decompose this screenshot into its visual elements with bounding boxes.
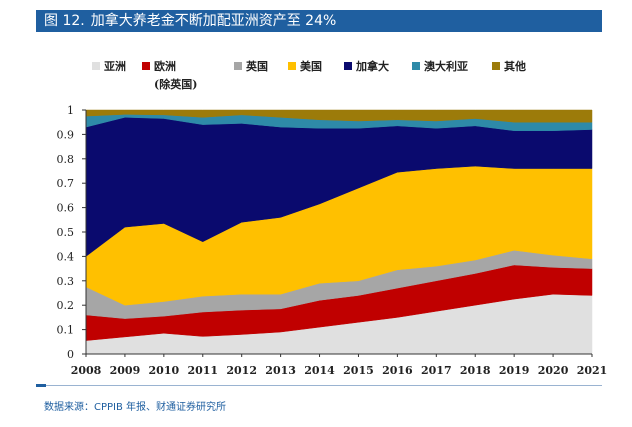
figure-title: 加拿大养老金不断加配亚洲资产至 24% (90, 13, 337, 29)
legend-item-canada: 加拿大 (344, 58, 389, 74)
y-tick-label: 1 (67, 104, 74, 117)
figure-number: 图 12. (44, 13, 85, 29)
legend-label-canada: 加拿大 (356, 60, 389, 73)
legend-swatch-australia (412, 62, 420, 70)
legend-swatch-us (288, 62, 296, 70)
legend-label-europe-sub: (除英国) (154, 78, 198, 91)
legend-swatch-uk (234, 62, 242, 70)
legend-swatch-canada (344, 62, 352, 70)
x-tick-label: 2013 (265, 364, 296, 377)
footer-accent (36, 384, 46, 387)
x-tick-label: 2015 (343, 364, 374, 377)
x-tick-label: 2017 (421, 364, 452, 377)
x-tick-label: 2011 (187, 364, 218, 377)
legend-label-uk: 英国 (246, 60, 268, 73)
footer-divider (36, 385, 602, 386)
y-tick-label: 0.6 (57, 202, 75, 215)
legend-swatch-asia (92, 62, 100, 70)
legend-item-other: 其他 (492, 58, 526, 74)
y-tick-label: 0.5 (57, 226, 75, 239)
x-tick-label: 2009 (110, 364, 141, 377)
y-tick-label: 0 (67, 348, 74, 361)
y-tick-label: 0.2 (57, 299, 75, 312)
x-tick-label: 2021 (577, 364, 608, 377)
legend-item-uk: 英国 (234, 58, 268, 74)
y-tick-label: 0.4 (57, 250, 75, 263)
x-tick-label: 2010 (149, 364, 180, 377)
legend-item-us: 美国 (288, 58, 322, 74)
legend-item-australia: 澳大利亚 (412, 58, 468, 74)
y-tick-label: 0.9 (57, 128, 75, 141)
legend-swatch-other (492, 62, 500, 70)
source-note: 数据来源：CPPIB 年报、财通证券研究所 (44, 402, 227, 413)
legend-label-us: 美国 (300, 60, 322, 73)
legend-item-europe: 欧洲 (除英国) (142, 58, 197, 92)
y-tick-label: 0.8 (57, 153, 75, 166)
y-tick-label: 0.7 (57, 177, 75, 190)
x-tick-label: 2019 (499, 364, 530, 377)
legend-label-asia: 亚洲 (104, 60, 126, 73)
x-tick-label: 2014 (304, 364, 335, 377)
x-tick-label: 2018 (460, 364, 491, 377)
figure-title-bar: 图 12. 加拿大养老金不断加配亚洲资产至 24% (36, 10, 602, 32)
legend-label-other: 其他 (504, 60, 526, 73)
x-tick-label: 2008 (71, 364, 102, 377)
legend-label-australia: 澳大利亚 (424, 60, 468, 73)
x-tick-label: 2020 (538, 364, 569, 377)
area-series-6 (85, 109, 593, 123)
y-tick-label: 0.3 (57, 275, 75, 288)
x-tick-label: 2012 (226, 364, 257, 377)
legend-item-asia: 亚洲 (92, 58, 126, 74)
legend-swatch-europe (142, 62, 150, 70)
legend-label-europe: 欧洲 (154, 60, 176, 73)
y-tick-label: 0.1 (57, 324, 75, 337)
x-tick-label: 2016 (382, 364, 413, 377)
